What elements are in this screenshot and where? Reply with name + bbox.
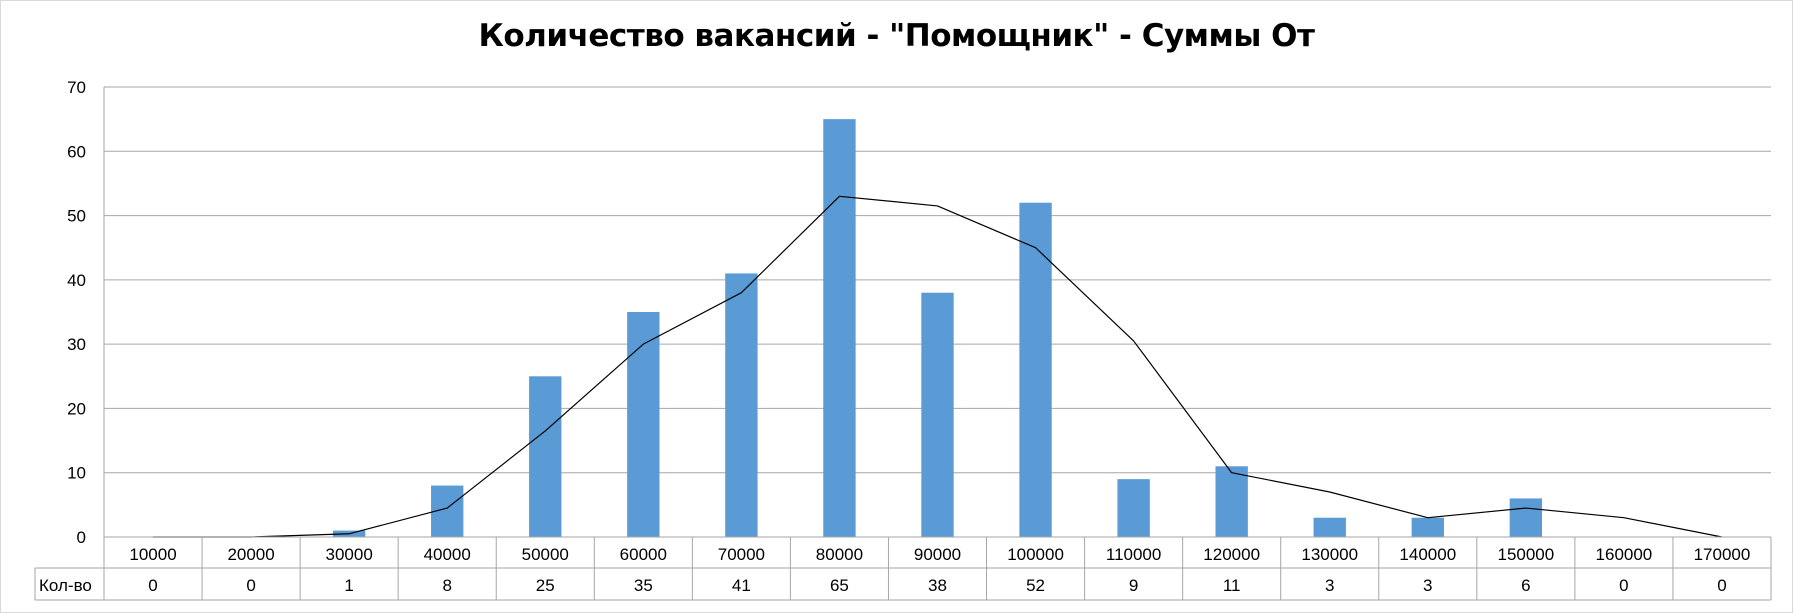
x-tick-label: 140000 bbox=[1399, 545, 1456, 564]
bar-series bbox=[332, 119, 1543, 538]
bar bbox=[1411, 517, 1444, 537]
y-tick-label: 0 bbox=[77, 528, 86, 547]
table-value-cell: 6 bbox=[1521, 576, 1530, 595]
bar bbox=[1019, 202, 1052, 537]
table-value-cell: 0 bbox=[148, 576, 157, 595]
table-series-label: Кол-во bbox=[39, 576, 92, 595]
x-tick-label: 100000 bbox=[1007, 545, 1064, 564]
table-value-cell: 1 bbox=[344, 576, 353, 595]
bar bbox=[921, 292, 954, 537]
x-tick-label: 40000 bbox=[424, 545, 471, 564]
table-value-cell: 41 bbox=[732, 576, 751, 595]
x-tick-label: 130000 bbox=[1301, 545, 1358, 564]
bar bbox=[725, 273, 758, 537]
x-tick-label: 150000 bbox=[1497, 545, 1554, 564]
trend-line bbox=[153, 195, 1723, 538]
x-tick-label: 160000 bbox=[1596, 545, 1653, 564]
x-tick-label: 110000 bbox=[1106, 545, 1161, 564]
line-series bbox=[153, 195, 1723, 538]
table-value-cell: 25 bbox=[536, 576, 555, 595]
table-value-cell: 35 bbox=[634, 576, 653, 595]
table-value-cell: 38 bbox=[928, 576, 947, 595]
table-value-cell: 52 bbox=[1026, 576, 1045, 595]
bar bbox=[1117, 479, 1150, 537]
bar bbox=[823, 119, 856, 538]
x-tick-label: 10000 bbox=[129, 545, 176, 564]
x-tick-label: 90000 bbox=[914, 545, 961, 564]
y-tick-label: 60 bbox=[67, 142, 86, 161]
data-table: 10000 20000 30000 40000 50000 60000 70000 80000… bbox=[34, 536, 1772, 601]
x-tick-label: 170000 bbox=[1694, 545, 1751, 564]
x-tick-label: 20000 bbox=[227, 545, 274, 564]
bar bbox=[1509, 498, 1543, 537]
bar bbox=[1313, 517, 1346, 537]
bar bbox=[1215, 466, 1248, 537]
table-value-cell: 65 bbox=[830, 576, 849, 595]
table-value-cell: 11 bbox=[1223, 576, 1241, 595]
y-tick-label: 30 bbox=[67, 335, 86, 354]
table-value-cell: 3 bbox=[1423, 576, 1432, 595]
table-value-cell: 3 bbox=[1325, 576, 1334, 595]
table-value-cell: 8 bbox=[442, 576, 451, 595]
table-value-cell: 0 bbox=[1717, 576, 1726, 595]
chart-title: Количество вакансий - "Помощник" - Суммы… bbox=[478, 18, 1315, 54]
y-tick-label: 10 bbox=[67, 464, 86, 483]
table-value-cell: 0 bbox=[1619, 576, 1628, 595]
y-tick-label: 50 bbox=[67, 207, 86, 226]
x-tick-label: 60000 bbox=[620, 545, 667, 564]
y-tick-label: 70 bbox=[67, 78, 86, 97]
table-value-cell: 0 bbox=[246, 576, 255, 595]
x-tick-label: 80000 bbox=[816, 545, 863, 564]
x-tick-label: 30000 bbox=[326, 545, 373, 564]
y-tick-label: 40 bbox=[67, 271, 86, 290]
bar bbox=[627, 312, 660, 537]
y-tick-label: 20 bbox=[67, 399, 86, 418]
x-tick-label: 50000 bbox=[522, 545, 569, 564]
x-tick-label: 120000 bbox=[1203, 545, 1260, 564]
x-tick-label: 70000 bbox=[718, 545, 765, 564]
bar bbox=[529, 376, 562, 537]
y-axis: 0 10 20 30 40 50 60 70 bbox=[67, 78, 105, 547]
table-value-cell: 9 bbox=[1129, 576, 1138, 595]
